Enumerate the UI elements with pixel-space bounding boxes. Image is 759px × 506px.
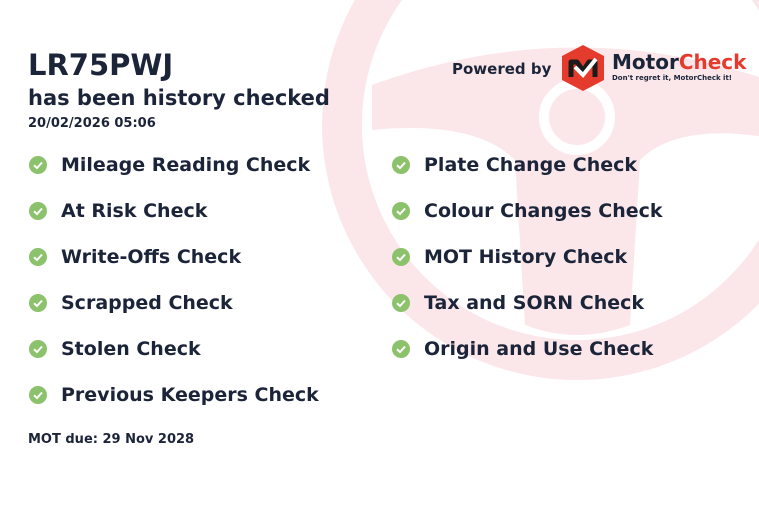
check-label: Scrapped Check	[61, 292, 233, 314]
check-label: MOT History Check	[424, 246, 628, 268]
check-circle-icon	[29, 340, 47, 358]
check-label: Write-Offs Check	[61, 246, 242, 268]
powered-by-label: Powered by	[452, 60, 552, 78]
check-item: Plate Change Check	[392, 154, 637, 176]
check-item: Colour Changes Check	[392, 200, 663, 222]
check-item: MOT History Check	[392, 246, 627, 268]
check-label: Colour Changes Check	[424, 200, 663, 222]
brand-check: Check	[678, 50, 747, 74]
check-label: Mileage Reading Check	[61, 154, 311, 176]
check-label: Plate Change Check	[424, 154, 638, 176]
check-circle-icon	[29, 156, 47, 174]
check-circle-icon	[392, 202, 410, 220]
check-label: Tax and SORN Check	[424, 292, 645, 314]
check-circle-icon	[392, 248, 410, 266]
check-circle-icon	[29, 386, 47, 404]
check-circle-icon	[392, 294, 410, 312]
motorcheck-brand: MotorCheck	[612, 50, 746, 74]
check-circle-icon	[392, 156, 410, 174]
check-item: Mileage Reading Check	[29, 154, 310, 176]
vehicle-registration: LR75PWJ	[28, 48, 174, 82]
brand-tagline: Don't regret it, MotorCheck it!	[612, 74, 732, 82]
check-item: Stolen Check	[29, 338, 201, 360]
check-label: Stolen Check	[61, 338, 201, 360]
check-circle-icon	[29, 248, 47, 266]
check-label: At Risk Check	[61, 200, 208, 222]
status-heading: has been history checked	[28, 86, 330, 110]
check-item: At Risk Check	[29, 200, 207, 222]
motorcheck-logo-icon	[562, 45, 604, 91]
check-item: Previous Keepers Check	[29, 384, 319, 406]
check-item: Origin and Use Check	[392, 338, 653, 360]
check-circle-icon	[29, 294, 47, 312]
check-item: Write-Offs Check	[29, 246, 241, 268]
check-circle-icon	[29, 202, 47, 220]
check-item: Scrapped Check	[29, 292, 233, 314]
brand-motor: Motor	[612, 50, 679, 74]
check-label: Origin and Use Check	[424, 338, 654, 360]
mot-due: MOT due: 29 Nov 2028	[28, 432, 195, 447]
check-circle-icon	[392, 340, 410, 358]
checked-timestamp: 20/02/2026 05:06	[28, 116, 156, 131]
check-item: Tax and SORN Check	[392, 292, 644, 314]
check-label: Previous Keepers Check	[61, 384, 319, 406]
